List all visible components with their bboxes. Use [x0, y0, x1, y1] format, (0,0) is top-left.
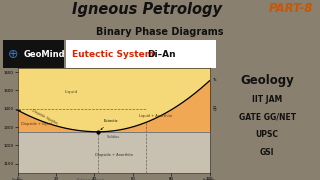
Text: Di–An: Di–An	[147, 50, 176, 59]
Text: Liquid: Liquid	[65, 90, 78, 94]
Text: Liquid + Anorthite: Liquid + Anorthite	[139, 114, 172, 118]
Text: T$_1$: T$_1$	[212, 105, 218, 112]
Text: Anorthite
CaAl₂Si₂O₈: Anorthite CaAl₂Si₂O₈	[201, 178, 215, 180]
Text: GSI: GSI	[260, 148, 275, 157]
Text: ⊕: ⊕	[8, 48, 19, 60]
Text: Diopside liquidus: Diopside liquidus	[31, 109, 58, 125]
Text: PART-8: PART-8	[269, 2, 313, 15]
Bar	[3, 40, 64, 68]
Text: GATE GG/NET: GATE GG/NET	[239, 112, 296, 121]
Text: T$_s$: T$_s$	[212, 77, 218, 84]
Text: Geology: Geology	[240, 74, 294, 87]
Text: Diopside
CaMg(Si₂O₆): Diopside CaMg(Si₂O₆)	[12, 178, 28, 180]
Text: Diopside + liquid: Diopside + liquid	[21, 122, 52, 126]
Bar	[66, 40, 216, 68]
Text: Melting experiments,
see Figure 8-4: Melting experiments, see Figure 8-4	[76, 178, 105, 180]
Text: T$_2$: T$_2$	[212, 106, 218, 114]
Text: Igneous Petrology: Igneous Petrology	[72, 2, 222, 17]
Text: Solidus: Solidus	[107, 134, 120, 139]
Text: UPSC: UPSC	[256, 130, 279, 139]
Text: Eutectic: Eutectic	[101, 119, 119, 130]
Text: IIT JAM: IIT JAM	[252, 94, 282, 103]
Text: GeoMind: GeoMind	[24, 50, 66, 59]
Text: Eutectic System: Eutectic System	[72, 50, 157, 59]
Text: Diopside + Anorthite: Diopside + Anorthite	[94, 153, 133, 157]
Text: Binary Phase Diagrams: Binary Phase Diagrams	[96, 27, 224, 37]
